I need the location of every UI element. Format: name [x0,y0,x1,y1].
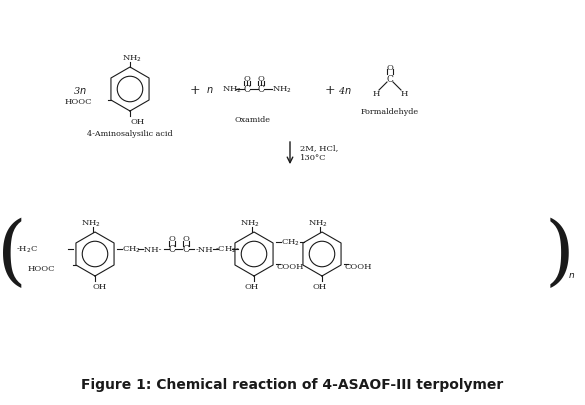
Text: OH: OH [131,118,145,126]
Text: O: O [243,75,250,83]
Text: -NH-: -NH- [142,245,162,254]
Text: $n$: $n$ [569,270,576,279]
Text: NH$_2$: NH$_2$ [222,85,242,95]
Text: -H$_2$C: -H$_2$C [16,244,38,255]
Text: 130°C: 130°C [300,153,326,162]
Text: Formaldehyde: Formaldehyde [361,108,419,116]
Text: CH$_2$: CH$_2$ [122,244,140,255]
Text: HOOC: HOOC [64,98,92,106]
Text: +: + [190,83,200,96]
Text: COOH: COOH [344,262,371,270]
Text: NH$_2$: NH$_2$ [122,53,142,64]
Text: Figure 1: Chemical reaction of 4-ASAOF-III terpolymer: Figure 1: Chemical reaction of 4-ASAOF-I… [81,377,503,391]
Text: OH: OH [245,282,259,290]
Text: HOOC: HOOC [27,264,55,272]
Text: 4$n$: 4$n$ [338,84,352,95]
Text: COOH: COOH [276,262,304,270]
Text: $n$: $n$ [207,85,214,95]
Text: H: H [372,90,380,98]
Text: +: + [325,83,335,96]
Text: OH: OH [93,282,107,290]
Text: CH$_2$: CH$_2$ [281,237,300,247]
Text: OH: OH [313,282,327,290]
Text: O: O [183,234,190,243]
Text: NH$_2$: NH$_2$ [308,218,328,229]
Text: -CH$_2$-: -CH$_2$- [215,244,240,255]
Text: C: C [243,85,250,94]
Text: 2M, HCl,: 2M, HCl, [300,144,338,151]
Text: NH$_2$: NH$_2$ [240,218,260,229]
Text: C: C [168,245,176,254]
Text: C: C [257,85,264,94]
Text: NH$_2$: NH$_2$ [81,218,101,229]
Text: NH$_2$: NH$_2$ [272,85,292,95]
Text: 3$n$: 3$n$ [73,84,87,95]
Text: H: H [400,90,408,98]
Text: O: O [168,234,176,243]
Text: (: ( [0,217,27,291]
Text: O: O [257,75,264,83]
Text: C: C [387,75,394,84]
Text: C: C [183,245,190,254]
Text: 4-Aminosalysilic acid: 4-Aminosalysilic acid [87,130,173,138]
Text: Oxamide: Oxamide [234,116,270,124]
Text: -NH-: -NH- [196,245,216,254]
Text: O: O [387,64,394,72]
Text: ): ) [545,217,575,291]
